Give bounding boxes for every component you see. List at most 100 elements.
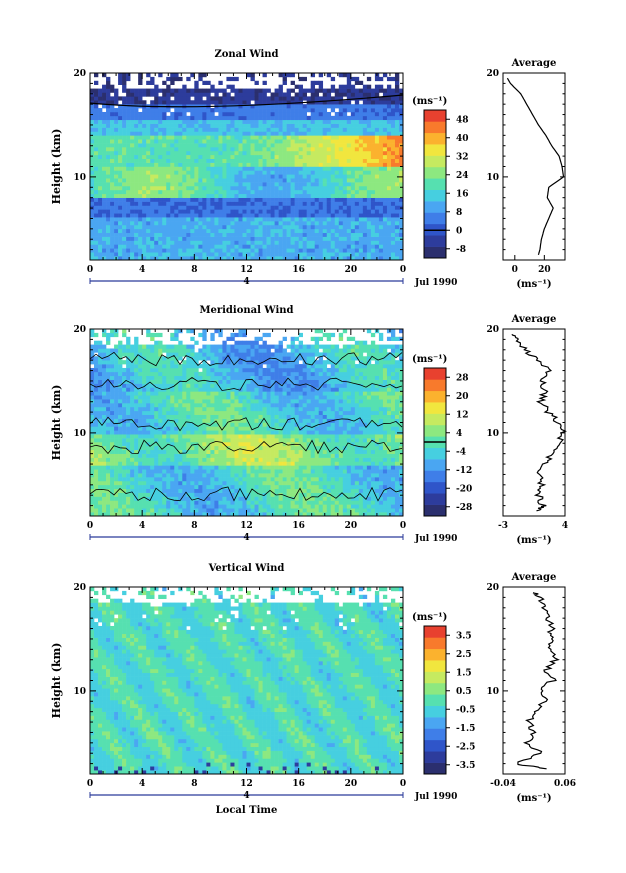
- heatmap-cell: [118, 217, 123, 222]
- heatmap-cell: [126, 224, 131, 230]
- heatmap-cell: [334, 244, 340, 249]
- heatmap-cell: [186, 256, 191, 261]
- heatmap-cell: [286, 185, 291, 191]
- heatmap-cell: [138, 115, 143, 121]
- heatmap-cell: [278, 228, 283, 234]
- heatmap-cell: [270, 147, 275, 152]
- heatmap-cell: [130, 344, 135, 349]
- heatmap-cell: [250, 244, 255, 249]
- heatmap-cell: [122, 174, 127, 179]
- heatmap-cell: [206, 88, 211, 93]
- heatmap-cell: [334, 256, 340, 261]
- heatmap-cell: [290, 147, 295, 152]
- heatmap-cell: [234, 92, 239, 97]
- heatmap-cell: [138, 205, 143, 210]
- heatmap-cell: [202, 348, 207, 353]
- heatmap-cell: [230, 248, 235, 253]
- heatmap-cell: [138, 356, 143, 361]
- heatmap-cell: [182, 108, 187, 113]
- heatmap-cell: [190, 256, 195, 261]
- heatmap-cell: [166, 344, 171, 349]
- heatmap-cell: [218, 147, 223, 152]
- heatmap-cell: [182, 158, 187, 163]
- heatmap-cell: [286, 217, 291, 222]
- heatmap-cell: [270, 228, 275, 234]
- heatmap-cell: [182, 166, 187, 171]
- heatmap-cell: [94, 473, 99, 478]
- heatmap-cell: [134, 185, 139, 191]
- heatmap-cell: [158, 403, 163, 408]
- heatmap-cell: [382, 240, 388, 245]
- heatmap-cell: [266, 147, 271, 152]
- heatmap-cell: [90, 100, 95, 105]
- heatmap-cell: [98, 387, 103, 392]
- heatmap-cell: [194, 484, 199, 490]
- heatmap-cell: [290, 143, 295, 148]
- heatmap-cell: [102, 403, 107, 408]
- heatmap-cell: [102, 430, 107, 435]
- heatmap-cell: [378, 185, 384, 191]
- heatmap-cell: [138, 150, 143, 156]
- heatmap-cell: [138, 348, 143, 353]
- heatmap-cell: [234, 162, 239, 167]
- heatmap-cell: [326, 158, 332, 163]
- heatmap-cell: [366, 100, 372, 105]
- heatmap-cell: [286, 221, 291, 226]
- heatmap-cell: [330, 170, 336, 175]
- heatmap-cell: [382, 158, 388, 163]
- heatmap-cell: [102, 492, 107, 497]
- heatmap-cell: [150, 422, 155, 427]
- heatmap-cell: [246, 108, 251, 113]
- heatmap-cell: [310, 182, 316, 187]
- heatmap-cell: [146, 244, 151, 249]
- heatmap-cell: [238, 240, 243, 245]
- heatmap-cell: [154, 348, 159, 353]
- heatmap-cell: [122, 332, 127, 338]
- heatmap-cell: [166, 162, 171, 167]
- heatmap-cell: [166, 387, 171, 392]
- heatmap-cell: [194, 480, 199, 486]
- heatmap-cell: [298, 256, 303, 261]
- heatmap-cell: [350, 166, 356, 171]
- heatmap-cell: [198, 143, 203, 148]
- heatmap-cell: [206, 174, 211, 179]
- heatmap-cell: [198, 403, 203, 408]
- heatmap-cell: [362, 108, 368, 113]
- heatmap-cell: [122, 213, 127, 218]
- heatmap-cell: [170, 484, 175, 490]
- heatmap-cell: [198, 189, 203, 195]
- heatmap-cell: [134, 348, 139, 353]
- heatmap-cell: [326, 224, 332, 230]
- heatmap-cell: [150, 174, 155, 179]
- heatmap-cell: [282, 127, 287, 132]
- heatmap-cell: [334, 228, 340, 234]
- heatmap-cell: [102, 465, 107, 470]
- heatmap-cell: [142, 209, 147, 214]
- heatmap-cell: [278, 201, 283, 206]
- heatmap-cell: [186, 131, 191, 136]
- heatmap-cell: [186, 76, 191, 82]
- heatmap-cell: [302, 147, 307, 152]
- heatmap-cell: [110, 182, 115, 187]
- heatmap-cell: [106, 154, 111, 160]
- heatmap-cell: [146, 92, 151, 97]
- heatmap-cell: [390, 111, 396, 117]
- heatmap-cell: [102, 391, 107, 396]
- heatmap-cell: [126, 399, 131, 404]
- heatmap-cell: [302, 108, 307, 113]
- heatmap-cell: [174, 453, 179, 458]
- heatmap-cell: [198, 399, 203, 404]
- heatmap-cell: [210, 111, 215, 117]
- heatmap-cell: [182, 244, 187, 249]
- heatmap-cell: [318, 154, 324, 160]
- heatmap-cell: [94, 391, 99, 396]
- heatmap-cell: [218, 96, 223, 101]
- heatmap-cell: [154, 383, 159, 388]
- heatmap-cell: [98, 205, 103, 210]
- heatmap-cell: [338, 139, 344, 144]
- heatmap-cell: [98, 100, 103, 105]
- heatmap-cell: [218, 131, 223, 136]
- heatmap-cell: [198, 150, 203, 156]
- heatmap-cell: [234, 150, 239, 156]
- heatmap-cell: [346, 108, 352, 113]
